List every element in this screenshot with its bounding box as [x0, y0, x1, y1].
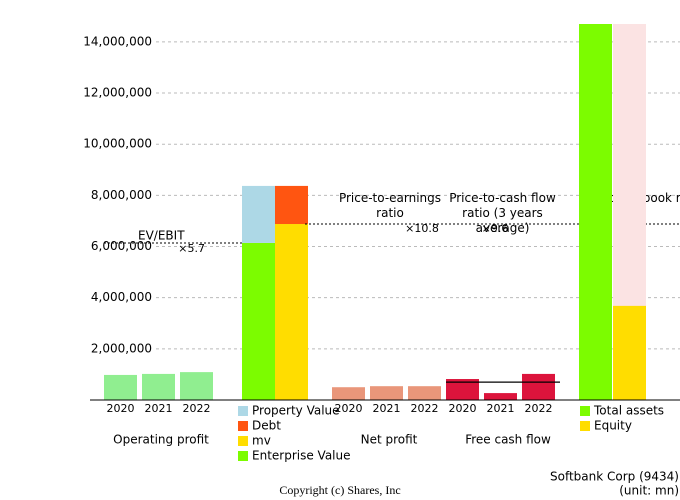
y-tick-label: 8,000,000	[91, 188, 152, 202]
operating-profit-bar	[104, 374, 137, 400]
ratio-title: Price-to-cash flow ratio (3 years averag…	[449, 191, 556, 235]
x-tick-label: 2020	[449, 402, 477, 415]
legend-swatch	[238, 406, 248, 416]
group-label: Operating profit	[113, 433, 209, 447]
operating-profit-bar	[142, 373, 175, 400]
copyright: Copyright (c) Shares, Inc	[279, 483, 400, 497]
ratio-title: Price-to-earnings ratio	[338, 191, 442, 220]
y-tick-label: 14,000,000	[83, 34, 152, 48]
company: Softbank Corp (9434)	[550, 470, 679, 484]
free-cash-flow-bar	[484, 393, 517, 400]
ratio-value: ×5.7	[178, 242, 205, 255]
legend-label: Total assets	[593, 404, 664, 418]
legend-label: Equity	[594, 419, 632, 433]
total-assets-bar	[579, 24, 612, 400]
ratio-value: ×9.6	[482, 222, 509, 235]
net-profit-bar	[408, 386, 441, 400]
y-tick-label: 2,000,000	[91, 341, 152, 355]
operating-profit-bar	[180, 372, 213, 400]
group-label: Net profit	[361, 433, 418, 447]
legend-swatch	[238, 436, 248, 446]
free-cash-flow-bar	[522, 373, 555, 400]
x-tick-label: 2022	[183, 402, 211, 415]
x-tick-label: 2022	[411, 402, 439, 415]
x-tick-label: 2021	[487, 402, 515, 415]
equity-bar	[613, 305, 646, 400]
net-profit-bar	[370, 386, 403, 400]
y-tick-label: 10,000,000	[83, 137, 152, 151]
legend-label: Property Value	[252, 404, 340, 418]
legend-swatch	[580, 421, 590, 431]
enterprise-value-bar	[242, 242, 275, 400]
legend-label: mv	[252, 434, 271, 448]
free-cash-flow-bar	[446, 379, 479, 400]
legend-label: Enterprise Value	[252, 449, 351, 463]
legend-swatch	[580, 406, 590, 416]
debt-bar	[275, 185, 308, 225]
x-tick-label: 2020	[335, 402, 363, 415]
ratio-label: EV/EBIT	[138, 229, 185, 243]
ratio-title: Price-to-earnings ratio	[338, 191, 442, 220]
legend-swatch	[238, 421, 248, 431]
mv-bar	[275, 224, 308, 400]
ratio-value: ×10.8	[405, 222, 439, 235]
x-tick-label: 2022	[525, 402, 553, 415]
x-tick-label: 2021	[373, 402, 401, 415]
y-tick-label: 12,000,000	[83, 86, 152, 100]
legend-swatch	[238, 451, 248, 461]
unit: (unit: mn)	[619, 484, 679, 498]
group-label: Free cash flow	[465, 433, 551, 447]
x-tick-label: 2021	[145, 402, 173, 415]
ratio-title: Price-to-cash flow ratio (3 years averag…	[449, 191, 556, 235]
x-tick-label: 2020	[107, 402, 135, 415]
legend-label: Debt	[252, 419, 281, 433]
net-profit-bar	[332, 387, 365, 400]
y-tick-label: 4,000,000	[91, 290, 152, 304]
property-value-bar	[242, 185, 275, 243]
